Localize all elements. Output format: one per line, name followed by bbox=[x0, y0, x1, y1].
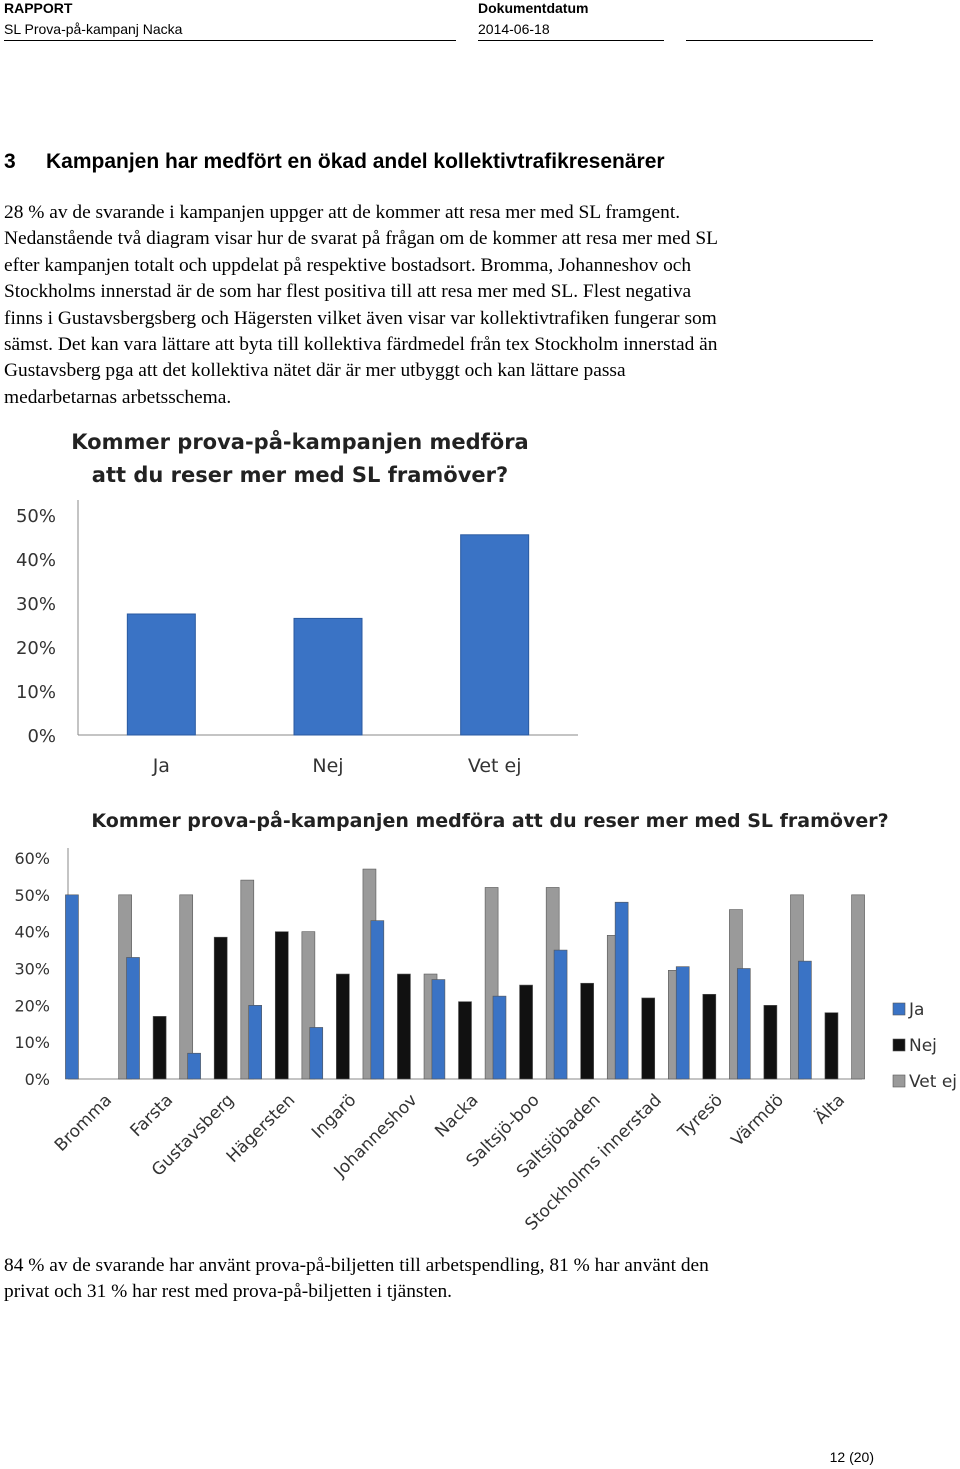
x-tick-label: Nacka bbox=[431, 1090, 482, 1141]
date-value: 2014-06-18 bbox=[478, 21, 550, 37]
legend-label: Vet ej bbox=[909, 1072, 957, 1092]
y-tick-label: 20% bbox=[16, 638, 56, 659]
intro-line: medarbetarnas arbetsschema. bbox=[4, 386, 232, 408]
bar bbox=[614, 901, 629, 1080]
x-tick-label: Nej bbox=[312, 755, 343, 777]
chart-title: Kommer prova-på-kampanjen medföra att du… bbox=[91, 808, 888, 832]
bar bbox=[553, 949, 568, 1080]
bar bbox=[152, 1016, 167, 1080]
legend-label: Nej bbox=[909, 1036, 937, 1056]
chart-title-line: att du reser mer med SL framöver? bbox=[92, 463, 508, 487]
x-tick-label: Vet ej bbox=[468, 755, 522, 777]
y-tick-label: 30% bbox=[16, 594, 56, 615]
y-tick-label: 50% bbox=[16, 506, 56, 527]
chart-title-line: Kommer prova-på-kampanjen medföra bbox=[71, 429, 528, 454]
bar bbox=[274, 931, 289, 1080]
y-tick-label: 40% bbox=[16, 550, 56, 571]
x-tick-label: Bromma bbox=[51, 1090, 116, 1155]
legend-swatch bbox=[892, 1038, 906, 1052]
bar bbox=[187, 1052, 201, 1080]
y-tick-label: 50% bbox=[14, 886, 50, 905]
bar bbox=[492, 995, 507, 1080]
closing-line: 84 % av de svarande har använt prova-på-… bbox=[4, 1255, 709, 1276]
bar bbox=[126, 957, 140, 1080]
bar bbox=[736, 968, 751, 1080]
bar bbox=[824, 1012, 839, 1080]
x-tick-label: Farsta bbox=[127, 1090, 178, 1141]
x-tick-label: Älta bbox=[811, 1090, 849, 1128]
legend-label: Ja bbox=[908, 1000, 924, 1020]
chart-by-area: Kommer prova-på-kampanjen medföra att du… bbox=[14, 808, 957, 1235]
bar bbox=[397, 973, 411, 1080]
bar bbox=[293, 617, 363, 736]
intro-paragraph: 28 % av de svarande i kampanjen uppger a… bbox=[4, 200, 954, 411]
y-tick-label: 60% bbox=[14, 849, 50, 868]
section-heading: 3 Kampanjen har medfört en ökad andel kol… bbox=[4, 150, 665, 174]
y-tick-label: 10% bbox=[16, 682, 56, 703]
bar bbox=[431, 979, 446, 1080]
closing-paragraph: 84 % av de svarande har använt prova-på-… bbox=[4, 1253, 954, 1306]
bar bbox=[126, 613, 196, 736]
y-tick-label: 20% bbox=[14, 996, 50, 1015]
bar bbox=[309, 1027, 324, 1080]
y-tick-label: 40% bbox=[14, 923, 50, 942]
bar bbox=[798, 960, 812, 1080]
report-title: SL Prova-på-kampanj Nacka bbox=[4, 21, 183, 37]
section-title: Kampanjen har medfört en ökad andel koll… bbox=[46, 150, 665, 173]
y-tick-label: 10% bbox=[14, 1033, 50, 1052]
page-number: 12 (20) bbox=[829, 1449, 874, 1465]
intro-line: Gustavsberg pga att det kollektiva nätet… bbox=[4, 360, 626, 382]
x-tick-label: Ingarö bbox=[308, 1090, 360, 1142]
bar bbox=[763, 1005, 778, 1080]
intro-line: Nedanstående två diagram visar hur de sv… bbox=[4, 228, 718, 250]
bar bbox=[248, 1005, 262, 1080]
y-tick-label: 0% bbox=[27, 726, 56, 747]
report-label: RAPPORT bbox=[4, 0, 73, 16]
bar bbox=[519, 984, 533, 1080]
intro-line: Stockholms innerstad är de som har flest… bbox=[4, 281, 692, 303]
bar bbox=[213, 936, 228, 1080]
closing-line: privat och 31 % har rest med prova-på-bi… bbox=[4, 1281, 452, 1303]
intro-line: 28 % av de svarande i kampanjen uppger a… bbox=[4, 202, 681, 223]
header-rule bbox=[478, 40, 664, 41]
bar bbox=[370, 920, 385, 1080]
x-tick-label: Ja bbox=[152, 755, 170, 777]
bar bbox=[580, 982, 594, 1080]
bar bbox=[675, 966, 690, 1080]
bar bbox=[851, 894, 865, 1080]
header-rule bbox=[4, 40, 456, 41]
intro-line: finns i Gustavsbergsberg och Hägersten v… bbox=[4, 307, 717, 329]
intro-line: sämst. Det kan vara lättare att byta til… bbox=[4, 334, 718, 356]
header-rule bbox=[686, 40, 873, 41]
bar bbox=[458, 1001, 472, 1080]
y-tick-label: 0% bbox=[25, 1070, 50, 1089]
legend-swatch bbox=[892, 1002, 906, 1016]
bar bbox=[641, 997, 656, 1080]
bar bbox=[702, 993, 717, 1080]
x-tick-label: Värmdö bbox=[728, 1090, 788, 1150]
y-tick-label: 30% bbox=[14, 960, 50, 979]
intro-line: efter kampanjen totalt och uppdelat på r… bbox=[4, 254, 692, 276]
section-number: 3 bbox=[4, 150, 16, 173]
legend-swatch bbox=[892, 1074, 906, 1088]
bar bbox=[336, 973, 350, 1080]
bar bbox=[65, 894, 79, 1080]
date-label: Dokumentdatum bbox=[478, 0, 589, 16]
chart-total: Kommer prova-på-kampanjen medföra att du… bbox=[16, 429, 578, 777]
bar bbox=[179, 894, 194, 1080]
bar bbox=[460, 534, 530, 736]
x-tick-label: Tyresö bbox=[674, 1090, 727, 1143]
